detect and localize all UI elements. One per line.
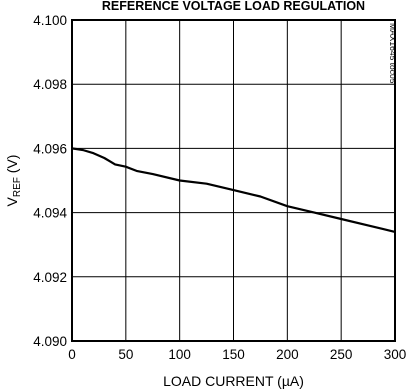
grid — [71, 19, 396, 342]
y-axis-label-sub: REF — [12, 177, 23, 197]
y-tick-label: 4.092 — [33, 270, 67, 285]
x-tick-label: 250 — [330, 347, 353, 362]
y-axis-label-unit: (V) — [4, 155, 20, 178]
tick-labels: 0 50 100 150 200 250 300 4.090 4.092 4.094 4.096 4.… — [33, 13, 406, 362]
y-axis-label-main: V — [4, 196, 20, 206]
series-line — [71, 147, 396, 233]
chart-title: REFERENCE VOLTAGE LOAD REGULATION — [102, 0, 365, 13]
y-tick-label: 4.094 — [33, 206, 67, 221]
y-tick-label: 4.100 — [33, 13, 67, 28]
x-tick-label: 300 — [384, 347, 406, 362]
y-tick-label: 4.096 — [33, 141, 67, 156]
series-group — [71, 147, 396, 233]
x-tick-label: 150 — [222, 347, 245, 362]
x-tick-label: 50 — [118, 347, 133, 362]
x-tick-label: 100 — [168, 347, 191, 362]
x-tick-label: 0 — [68, 347, 76, 362]
x-tick-label: 200 — [276, 347, 299, 362]
x-axis-label: LOAD CURRENT (µA) — [163, 373, 304, 389]
plot-frame — [71, 19, 396, 342]
y-tick-label: 4.090 — [33, 334, 67, 349]
y-tick-label: 4.098 — [33, 77, 67, 92]
y-axis-label: VREF (V) — [4, 155, 23, 207]
figure-tag: MAX1645 toc05 — [388, 23, 398, 84]
